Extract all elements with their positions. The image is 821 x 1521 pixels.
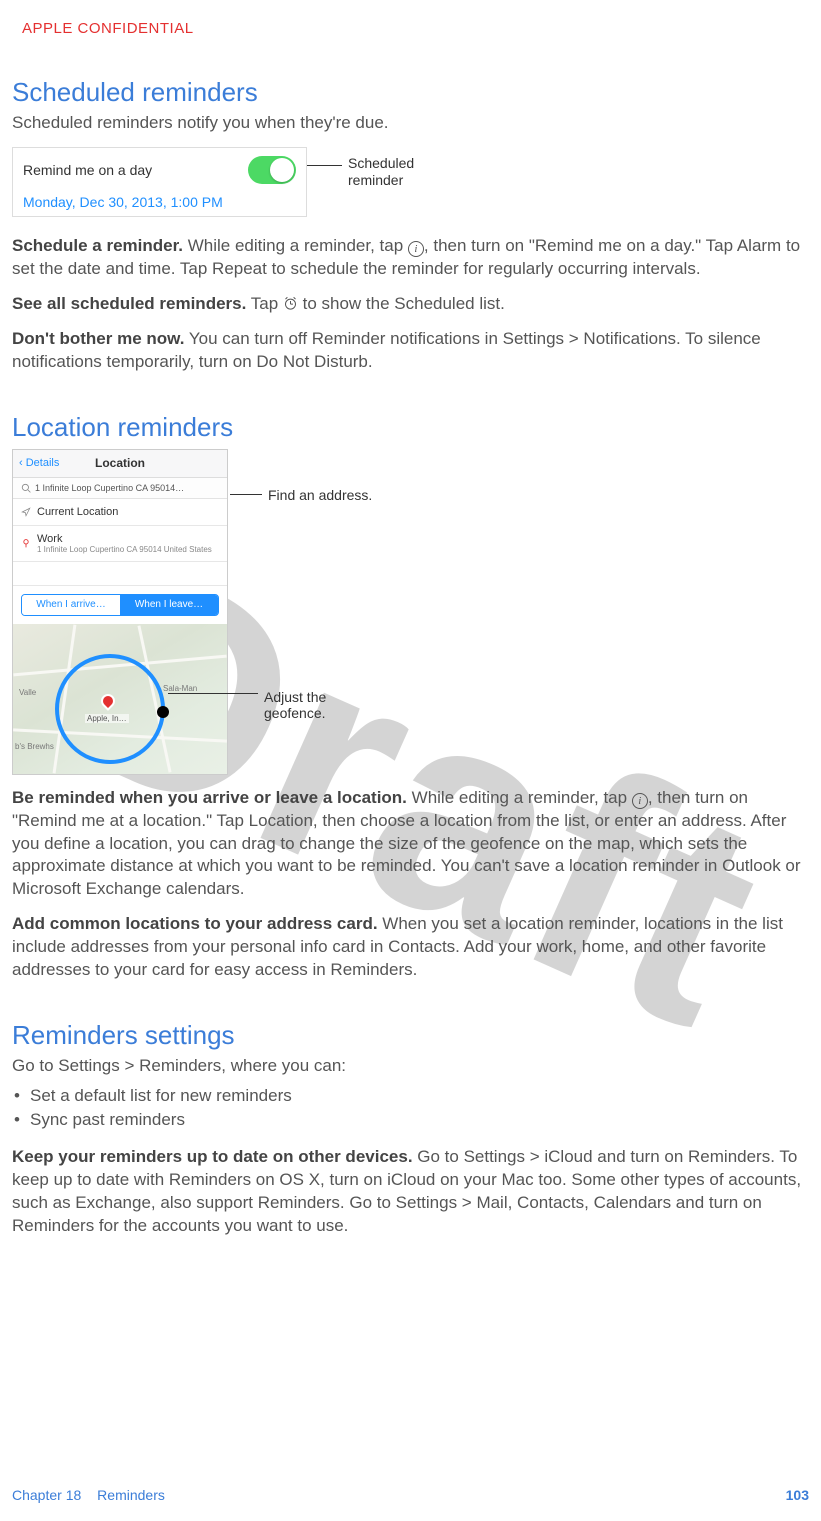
location-arrow-icon [21,507,31,517]
work-label: Work [37,533,62,545]
scheduled-screenshot: Remind me on a day Monday, Dec 30, 2013,… [12,147,307,217]
settings-list: Set a default list for new reminders Syn… [12,1084,809,1132]
pin-icon [21,538,31,548]
schedule-reminder-para: Schedule a reminder. While editing a rem… [12,235,809,281]
footer-chapter: Chapter 18 [12,1487,81,1503]
geofence-callout-text: Adjust the geofence. [264,689,326,723]
when-arrive[interactable]: When I arrive… [22,595,120,615]
dont-bother-para: Don't bother me now. You can turn off Re… [12,328,809,374]
scheduled-intro: Scheduled reminders notify you when they… [12,112,809,135]
location-search-text: 1 Infinite Loop Cupertino CA 95014… [35,483,184,493]
geofence-callout: Adjust the geofence. [168,689,326,723]
section-scheduled-title: Scheduled reminders [12,77,809,108]
section-settings-title: Reminders settings [12,1020,809,1051]
map-pin-label: Apple, In… [85,714,129,723]
dont-bother-bold: Don't bother me now. [12,329,184,348]
add-common-bold: Add common locations to your address car… [12,914,378,933]
remind-day-label: Remind me on a day [23,162,152,178]
current-location-label: Current Location [37,506,118,518]
page-footer: Chapter 18 Reminders 103 [12,1487,809,1503]
find-address-text: Find an address. [268,487,372,503]
alarm-clock-icon [283,296,298,311]
be-reminded-bold: Be reminded when you arrive or leave a l… [12,788,407,807]
keep-uptodate-bold: Keep your reminders up to date on other … [12,1147,413,1166]
find-address-callout: Find an address. [230,487,372,503]
location-header: ‹ Details Location [13,450,227,478]
footer-title: Reminders [97,1487,165,1503]
see-all-t2: to show the Scheduled list. [298,294,505,313]
section-location-title: Location reminders [12,412,809,443]
search-icon [21,483,31,493]
map-label-1: Valle [19,688,36,697]
settings-item-sync: Sync past reminders [12,1108,809,1132]
arrive-leave-segment[interactable]: When I arrive… When I leave… [21,594,219,616]
remind-day-toggle[interactable] [248,156,296,184]
info-icon-2: i [632,793,648,809]
keep-uptodate-para: Keep your reminders up to date on other … [12,1146,809,1238]
see-all-para: See all scheduled reminders. Tap to show… [12,293,809,316]
back-button[interactable]: ‹ Details [19,457,59,469]
see-all-t1: Tap [246,294,283,313]
footer-page: 103 [786,1487,809,1503]
location-title: Location [95,456,145,470]
work-location-item[interactable]: Work 1 Infinite Loop Cupertino CA 95014 … [13,526,227,562]
location-screenshot-wrap: ‹ Details Location 1 Infinite Loop Cuper… [12,449,809,775]
confidential-header: APPLE CONFIDENTIAL [22,20,809,37]
be-reminded-t1: While editing a reminder, tap [407,788,632,807]
schedule-reminder-t1: While editing a reminder, tap [183,236,408,255]
scheduled-screenshot-wrap: Remind me on a day Monday, Dec 30, 2013,… [12,147,809,217]
settings-item-default: Set a default list for new reminders [12,1084,809,1108]
map-label-3: b's Brewhs [15,742,54,751]
work-sub: 1 Infinite Loop Cupertino CA 95014 Unite… [37,545,212,554]
schedule-reminder-bold: Schedule a reminder. [12,236,183,255]
see-all-bold: See all scheduled reminders. [12,294,246,313]
location-search[interactable]: 1 Infinite Loop Cupertino CA 95014… [13,478,227,499]
add-common-para: Add common locations to your address car… [12,913,809,982]
be-reminded-para: Be reminded when you arrive or leave a l… [12,787,809,902]
blank-item [13,562,227,586]
when-leave[interactable]: When I leave… [120,595,218,615]
current-location-item[interactable]: Current Location [13,499,227,526]
location-screenshot: ‹ Details Location 1 Infinite Loop Cuper… [12,449,228,775]
remind-day-date[interactable]: Monday, Dec 30, 2013, 1:00 PM [23,194,296,210]
callout-line [307,165,342,166]
info-icon: i [408,241,424,257]
scheduled-callout: Scheduled reminder [348,155,414,189]
settings-intro: Go to Settings > Reminders, where you ca… [12,1055,809,1078]
